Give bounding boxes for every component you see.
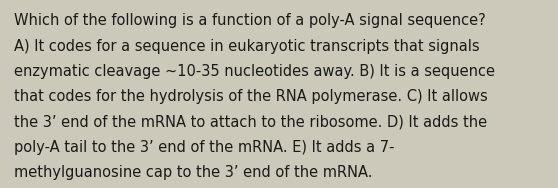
Text: the 3’ end of the mRNA to attach to the ribosome. D) It adds the: the 3’ end of the mRNA to attach to the … — [14, 115, 487, 130]
Text: poly-A tail to the 3’ end of the mRNA. E) It adds a 7-: poly-A tail to the 3’ end of the mRNA. E… — [14, 140, 395, 155]
Text: enzymatic cleavage ~10-35 nucleotides away. B) It is a sequence: enzymatic cleavage ~10-35 nucleotides aw… — [14, 64, 495, 79]
Text: that codes for the hydrolysis of the RNA polymerase. C) It allows: that codes for the hydrolysis of the RNA… — [14, 89, 488, 104]
Text: Which of the following is a function of a poly-A signal sequence?: Which of the following is a function of … — [14, 13, 485, 28]
Text: methylguanosine cap to the 3’ end of the mRNA.: methylguanosine cap to the 3’ end of the… — [14, 165, 372, 180]
Text: A) It codes for a sequence in eukaryotic transcripts that signals: A) It codes for a sequence in eukaryotic… — [14, 39, 479, 54]
